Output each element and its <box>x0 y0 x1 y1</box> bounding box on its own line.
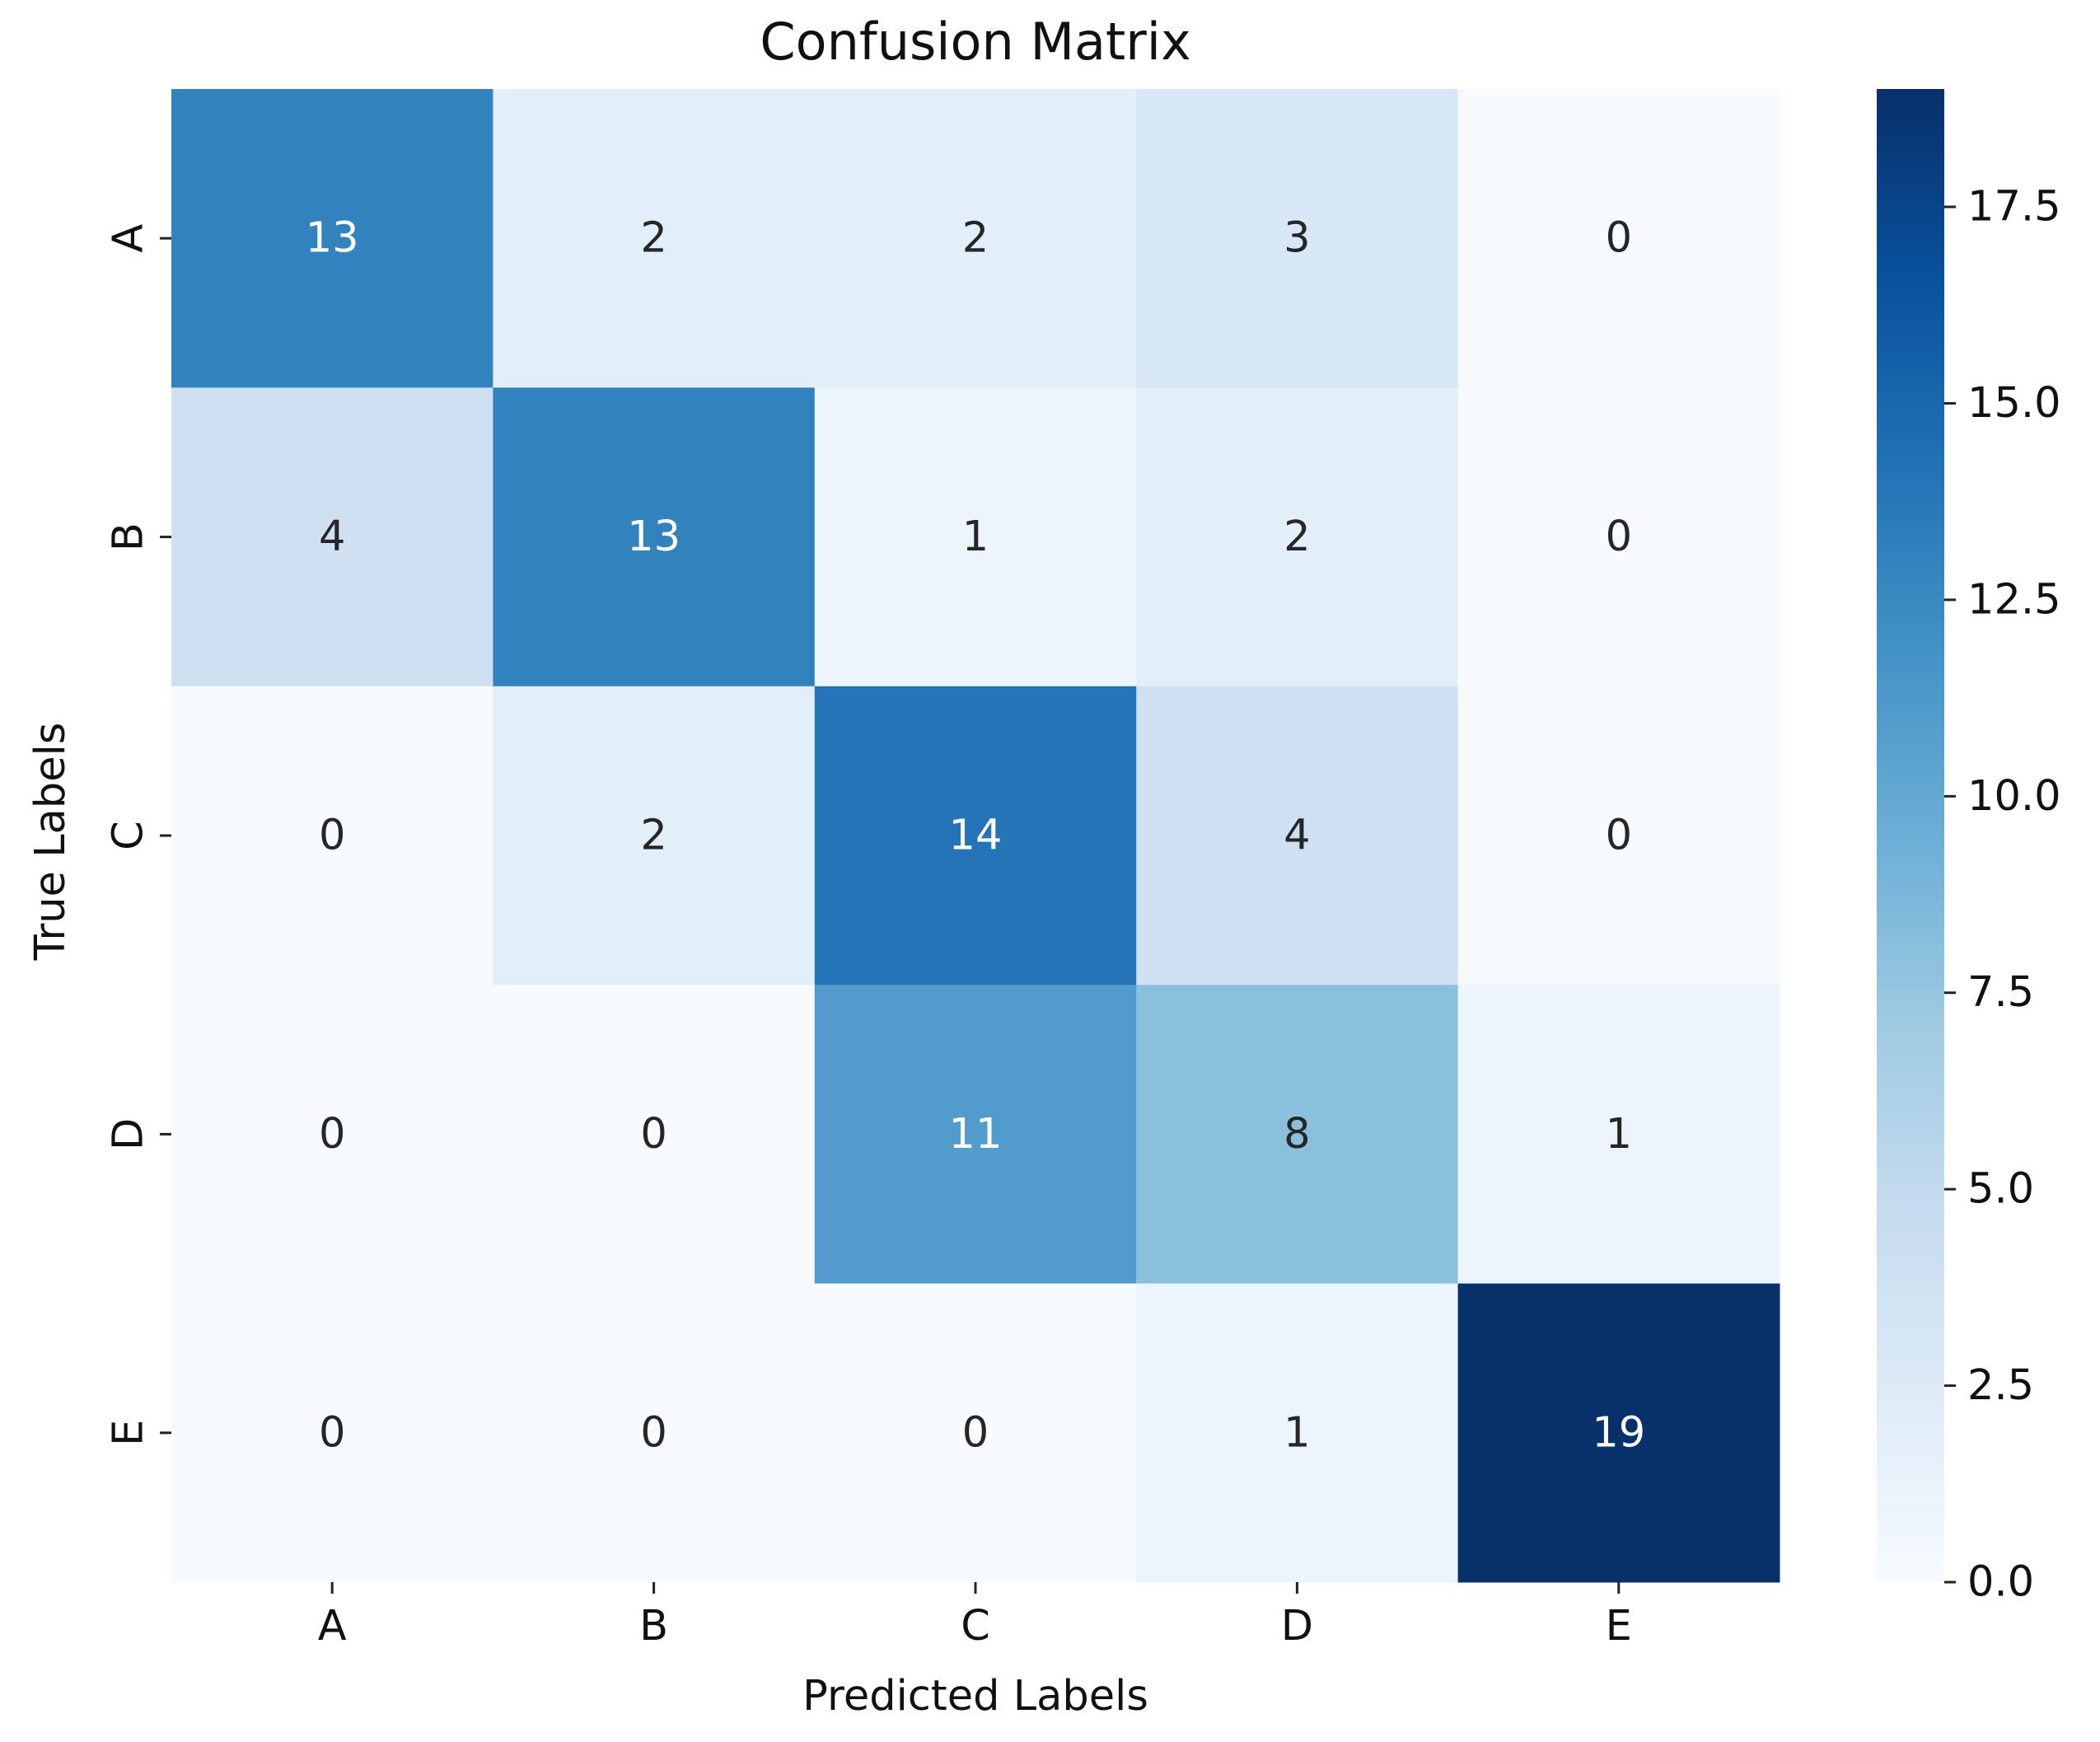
x-axis-ticks: A B C D E <box>318 1582 1632 1651</box>
cell-value-label: 0 <box>1606 513 1632 561</box>
cell-value-label: 19 <box>1592 1408 1645 1457</box>
x-tick-label-D: D <box>1281 1602 1313 1651</box>
cell-value-label: 14 <box>949 812 1003 860</box>
heatmap-cell-C-C <box>814 686 1137 986</box>
cell-value-label: 3 <box>1284 214 1310 263</box>
y-tick-label-B: B <box>105 522 153 551</box>
x-tick-label-B: B <box>639 1602 668 1651</box>
cell-value-label: 8 <box>1284 1110 1310 1159</box>
heatmap-cell-labels: 13 2 2 3 0 4 13 1 2 0 0 2 14 4 0 0 0 11 8 1 0 0 0 1 19 <box>306 214 1646 1458</box>
colorbar-tick-label: 17.5 <box>1967 183 2061 232</box>
heatmap-cell-D-A <box>171 985 493 1285</box>
heatmap-cell-A-A <box>171 89 493 388</box>
x-tick-label-C: C <box>961 1602 990 1651</box>
heatmap-cell-C-E <box>1457 686 1780 986</box>
colorbar-tick-label: 0.0 <box>1967 1558 2034 1607</box>
heatmap-cell-A-B <box>493 89 816 388</box>
y-tick-label-D: D <box>105 1118 153 1150</box>
heatmap-cell-D-B <box>493 985 816 1285</box>
colorbar-tick-label: 10.0 <box>1967 772 2061 821</box>
colorbar-ticks: 0.0 2.5 5.0 7.5 10.0 12.5 15.0 17.5 <box>1944 183 2061 1607</box>
heatmap-cell-E-D <box>1136 1283 1459 1583</box>
heatmap-cell-E-A <box>171 1283 493 1583</box>
colorbar-tick-label: 15.0 <box>1967 379 2061 428</box>
cell-value-label: 11 <box>949 1110 1003 1159</box>
cell-value-label: 2 <box>962 214 989 263</box>
heatmap-cell-A-C <box>814 89 1137 388</box>
heatmap-cell-D-E <box>1457 985 1780 1285</box>
x-axis-label: Predicted Labels <box>802 1672 1148 1721</box>
cell-value-label: 4 <box>319 513 345 561</box>
heatmap-cell-D-D <box>1136 985 1459 1285</box>
cell-value-label: 2 <box>640 812 666 860</box>
heatmap-cell-C-D <box>1136 686 1459 986</box>
chart-title: Confusion Matrix <box>760 12 1190 72</box>
cell-value-label: 1 <box>1606 1110 1632 1159</box>
cell-value-label: 0 <box>1606 214 1632 263</box>
heatmap-cell-A-E <box>1457 89 1780 388</box>
colorbar <box>1877 89 1944 1582</box>
colorbar-tick-label: 5.0 <box>1967 1165 2034 1214</box>
heatmap-cell-B-A <box>171 387 493 687</box>
colorbar-tick-label: 7.5 <box>1967 968 2034 1017</box>
x-tick-label-A: A <box>318 1602 347 1651</box>
heatmap-cell-C-B <box>493 686 816 986</box>
heatmap-cells <box>171 89 1780 1583</box>
heatmap-cell-B-D <box>1136 387 1459 687</box>
cell-value-label: 0 <box>319 1110 345 1159</box>
cell-value-label: 1 <box>1284 1408 1310 1457</box>
y-tick-label-C: C <box>105 821 153 850</box>
cell-value-label: 13 <box>306 214 359 263</box>
cell-value-label: 2 <box>640 214 666 263</box>
cell-value-label: 4 <box>1284 812 1310 860</box>
cell-value-label: 0 <box>319 812 345 860</box>
heatmap-cell-B-E <box>1457 387 1780 687</box>
cell-value-label: 0 <box>1606 812 1632 860</box>
x-tick-label-E: E <box>1606 1602 1632 1651</box>
cell-value-label: 2 <box>1284 513 1310 561</box>
heatmap-cell-E-E <box>1457 1283 1780 1583</box>
cell-value-label: 0 <box>319 1408 345 1457</box>
heatmap-cell-C-A <box>171 686 493 986</box>
cell-value-label: 0 <box>640 1110 666 1159</box>
cell-value-label: 0 <box>962 1408 989 1457</box>
y-tick-label-A: A <box>105 224 153 253</box>
colorbar-tick-label: 12.5 <box>1967 575 2061 624</box>
heatmap-cell-B-B <box>493 387 816 687</box>
heatmap-cell-E-B <box>493 1283 816 1583</box>
cell-value-label: 1 <box>962 513 989 561</box>
colorbar-tick-label: 2.5 <box>1967 1361 2034 1410</box>
cell-value-label: 13 <box>627 513 681 561</box>
y-axis-label: True Labels <box>26 723 75 962</box>
y-tick-label-E: E <box>105 1420 153 1446</box>
heatmap-cell-A-D <box>1136 89 1459 388</box>
heatmap-cell-D-C <box>814 985 1137 1285</box>
heatmap-cell-B-C <box>814 387 1137 687</box>
y-axis-ticks: A B C D E <box>105 224 171 1446</box>
heatmap-cell-E-C <box>814 1283 1137 1583</box>
cell-value-label: 0 <box>640 1408 666 1457</box>
